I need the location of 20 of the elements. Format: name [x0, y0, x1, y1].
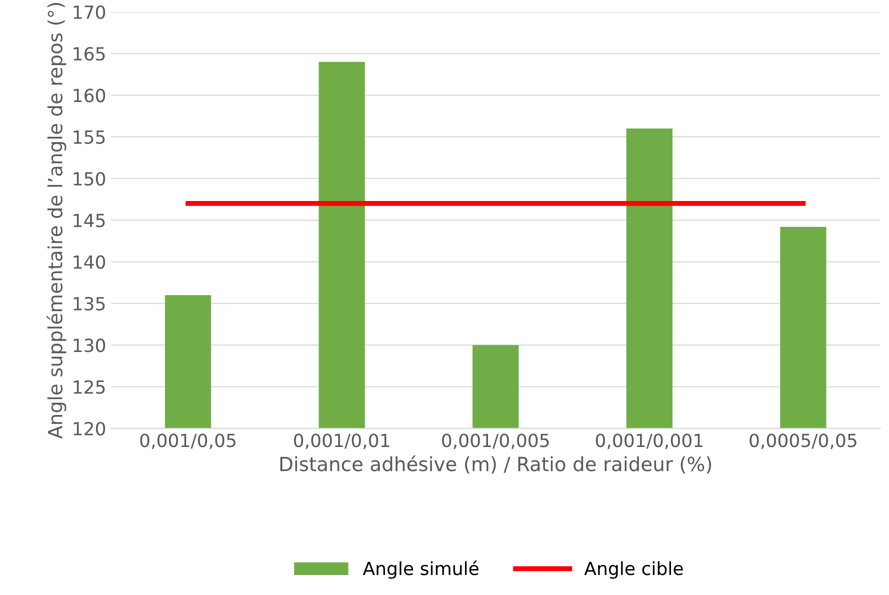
legend-label: Angle cible — [584, 561, 683, 579]
x-tick-label: 0,001/0,01 — [294, 434, 390, 450]
y-tick-label: 135 — [74, 296, 105, 311]
y-tick-label: 125 — [74, 380, 105, 394]
y-tick-label: 130 — [74, 338, 106, 352]
x-tick-label: 0,001/0,005 — [442, 434, 549, 450]
y-axis-title: Angle supplémentaire de l’angle de repos (°) — [46, 3, 66, 439]
y-tick-label: 155 — [74, 130, 105, 144]
y-tick-label: 170 — [74, 5, 106, 20]
y-tick-label: 140 — [74, 255, 106, 269]
x-axis-title: Distance adhésive (m) / Ratio de raideur (%) — [280, 456, 712, 474]
y-tick-label: 120 — [74, 422, 106, 436]
x-tick-label: 0,0005/0,05 — [750, 434, 856, 450]
y-tick-label: 160 — [74, 88, 106, 102]
legend-label: Angle simulé — [362, 560, 478, 579]
x-tick-label: 0,001/0,05 — [140, 434, 236, 450]
y-tick-label: 145 — [74, 214, 105, 228]
y-tick-label: 165 — [74, 47, 105, 61]
y-tick-label: 150 — [74, 172, 106, 186]
x-tick-label: 0,001/0,001 — [596, 434, 702, 450]
